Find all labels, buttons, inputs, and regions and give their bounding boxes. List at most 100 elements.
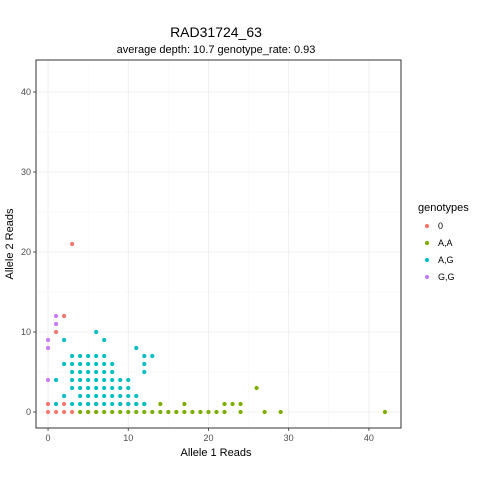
data-point <box>238 402 242 406</box>
data-point <box>70 378 74 382</box>
legend-title: genotypes <box>418 202 469 214</box>
data-point <box>238 410 242 414</box>
legend-key <box>425 241 429 245</box>
data-point <box>62 338 66 342</box>
legend-label: A,G <box>438 255 454 265</box>
data-point <box>102 354 106 358</box>
data-point <box>174 410 178 414</box>
data-point <box>118 410 122 414</box>
x-axis-title: Allele 1 Reads <box>181 447 252 459</box>
data-point <box>86 378 90 382</box>
data-point <box>86 370 90 374</box>
data-point <box>86 386 90 390</box>
data-point <box>102 402 106 406</box>
data-point <box>86 402 90 406</box>
data-point <box>54 314 58 318</box>
data-point <box>70 354 74 358</box>
data-point <box>110 378 114 382</box>
y-tick-label: 20 <box>21 247 31 257</box>
data-point <box>198 410 202 414</box>
data-point <box>86 362 90 366</box>
data-point <box>102 386 106 390</box>
data-point <box>62 402 66 406</box>
data-point <box>94 354 98 358</box>
data-point <box>54 378 58 382</box>
data-point <box>78 394 82 398</box>
data-point <box>70 410 74 414</box>
data-point <box>110 410 114 414</box>
data-point <box>222 410 226 414</box>
data-point <box>222 402 226 406</box>
data-point <box>62 314 66 318</box>
data-point <box>102 362 106 366</box>
data-point <box>78 378 82 382</box>
data-point <box>102 338 106 342</box>
y-axis-title: Allele 2 Reads <box>4 208 16 279</box>
data-point <box>70 386 74 390</box>
data-point <box>118 386 122 390</box>
data-point <box>110 362 114 366</box>
data-point <box>126 394 130 398</box>
data-point <box>142 362 146 366</box>
data-point <box>94 410 98 414</box>
data-point <box>70 242 74 246</box>
data-point <box>142 354 146 358</box>
x-tick-label: 10 <box>123 433 133 443</box>
x-tick-label: 20 <box>203 433 213 443</box>
data-point <box>94 378 98 382</box>
x-tick-label: 0 <box>46 433 51 443</box>
data-point <box>94 370 98 374</box>
data-point <box>78 410 82 414</box>
data-point <box>150 354 154 358</box>
data-point <box>118 394 122 398</box>
data-point <box>126 386 130 390</box>
data-point <box>279 410 283 414</box>
data-point <box>126 410 130 414</box>
data-point <box>110 386 114 390</box>
data-point <box>142 370 146 374</box>
data-point <box>166 410 170 414</box>
data-point <box>70 362 74 366</box>
data-point <box>94 330 98 334</box>
y-tick-label: 10 <box>21 327 31 337</box>
data-point <box>134 410 138 414</box>
data-point <box>142 410 146 414</box>
legend-label: 0 <box>438 221 443 231</box>
data-point <box>134 402 138 406</box>
data-point <box>70 402 74 406</box>
data-point <box>102 410 106 414</box>
data-point <box>54 410 58 414</box>
data-point <box>86 410 90 414</box>
data-point <box>94 394 98 398</box>
data-point <box>126 378 130 382</box>
data-point <box>46 338 50 342</box>
data-point <box>102 378 106 382</box>
data-point <box>54 322 58 326</box>
legend-key <box>425 224 429 228</box>
data-point <box>150 410 154 414</box>
data-point <box>78 402 82 406</box>
data-point <box>158 410 162 414</box>
data-point <box>110 394 114 398</box>
data-point <box>214 410 218 414</box>
data-point <box>182 410 186 414</box>
legend-label: A,A <box>438 238 453 248</box>
data-point <box>383 410 387 414</box>
data-point <box>78 386 82 390</box>
data-point <box>46 378 50 382</box>
data-point <box>263 410 267 414</box>
data-point <box>70 370 74 374</box>
data-point <box>102 394 106 398</box>
data-point <box>46 402 50 406</box>
data-point <box>54 402 58 406</box>
data-point <box>62 362 66 366</box>
data-point <box>158 402 162 406</box>
data-point <box>54 330 58 334</box>
data-point <box>110 402 114 406</box>
data-point <box>78 354 82 358</box>
chart-title: RAD31724_63 <box>170 24 262 40</box>
data-point <box>46 410 50 414</box>
data-point <box>94 402 98 406</box>
data-point <box>78 370 82 374</box>
data-point <box>206 410 210 414</box>
